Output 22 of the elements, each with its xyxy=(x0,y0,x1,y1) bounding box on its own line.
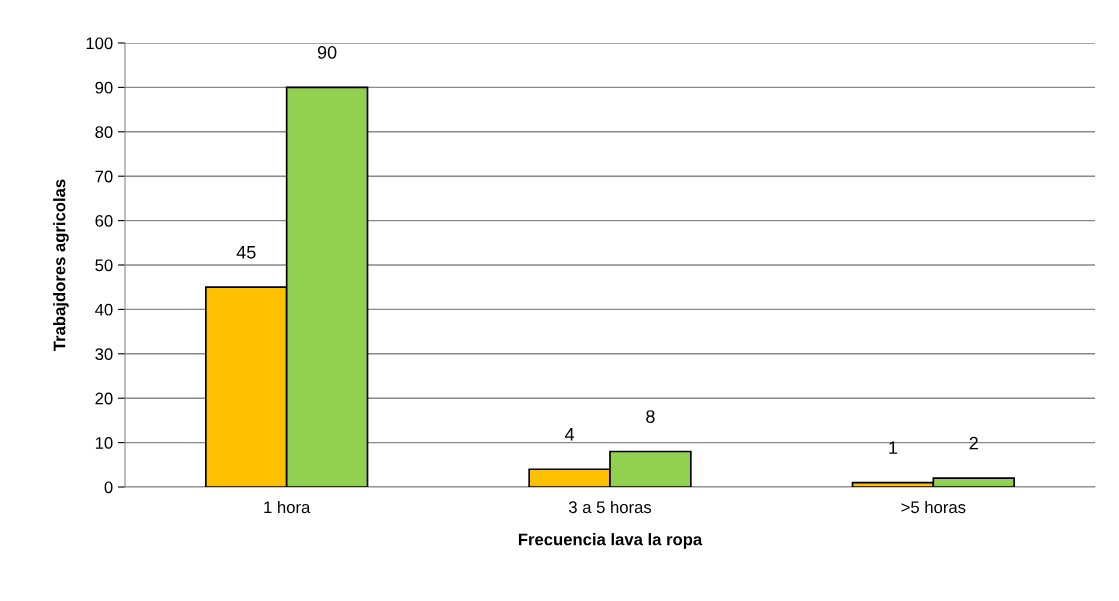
x-tick-label: 3 a 5 horas xyxy=(568,500,652,514)
x-axis-title: Frecuencia lava la ropa xyxy=(518,533,703,549)
y-axis-title: Trabajdores agricolas xyxy=(53,179,69,351)
y-tick-label: 70 xyxy=(95,170,113,183)
y-tick-label: 30 xyxy=(95,348,113,360)
y-tick-label: 40 xyxy=(95,303,113,316)
y-tick-label: 80 xyxy=(95,126,113,138)
x-tick-label: >5 horas xyxy=(901,500,966,514)
y-tick-label: 90 xyxy=(95,81,113,94)
y-tick-label: 20 xyxy=(95,392,113,405)
data-label: 1 xyxy=(889,441,898,454)
y-tick-label: 10 xyxy=(95,437,113,449)
data-label: 90 xyxy=(317,46,337,59)
data-label: 8 xyxy=(646,410,655,423)
data-label: 4 xyxy=(564,428,575,441)
y-tick-label: 60 xyxy=(95,215,113,227)
data-label: 2 xyxy=(969,436,978,450)
data-label: 45 xyxy=(236,246,256,259)
y-tick-label: 0 xyxy=(104,481,113,494)
y-tick-label: 50 xyxy=(95,259,113,272)
x-tick-label: 1 hora xyxy=(264,500,311,514)
y-tick-label: 100 xyxy=(86,37,113,50)
